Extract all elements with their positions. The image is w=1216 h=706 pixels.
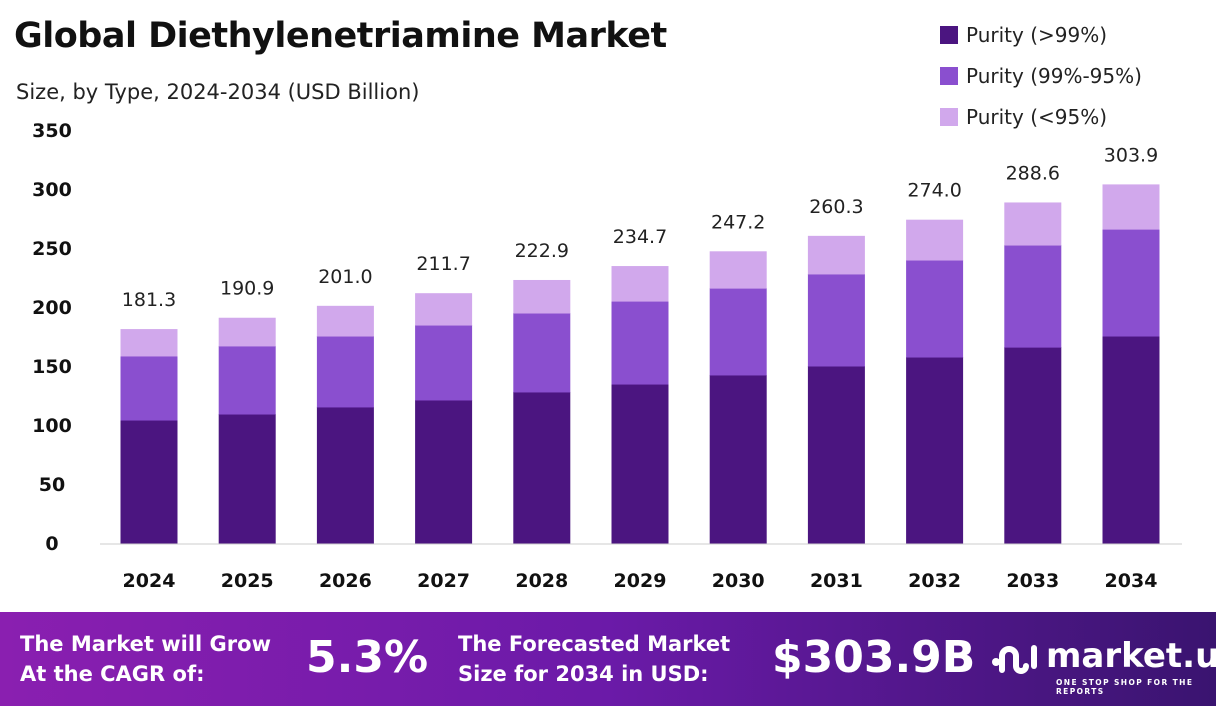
chart-subtitle: Size, by Type, 2024-2034 (USD Billion) — [16, 80, 420, 104]
x-tick-label: 2024 — [123, 570, 176, 592]
bar-segment-2 — [513, 313, 571, 393]
bar-segment-2 — [415, 325, 473, 401]
cagr-label-line1: The Market will Grow — [20, 632, 271, 656]
bar-segment-3 — [807, 235, 865, 275]
x-tick-label: 2027 — [417, 570, 470, 592]
x-tick-label: 2030 — [712, 570, 765, 592]
y-tick-label: 250 — [32, 238, 72, 260]
data-label-total: 201.0 — [318, 266, 372, 288]
bar-segment-2 — [218, 345, 276, 415]
bar-segment-1 — [415, 399, 473, 544]
bar-segment-1 — [513, 391, 571, 544]
y-tick-label: 300 — [32, 179, 72, 201]
bar-segment-3 — [1004, 202, 1062, 246]
y-tick-label: 150 — [32, 356, 72, 378]
data-label-total: 222.9 — [515, 240, 569, 262]
data-label-total: 274.0 — [907, 180, 961, 202]
data-label-total: 234.7 — [613, 226, 667, 248]
legend-label: Purity (99%-95%) — [966, 63, 1142, 88]
bar-segment-1 — [316, 406, 374, 544]
cagr-label-line2: At the CAGR of: — [20, 662, 205, 686]
cagr-label: The Market will Grow At the CAGR of: — [20, 629, 271, 689]
y-tick-label: 200 — [32, 297, 72, 319]
data-label-total: 260.3 — [809, 196, 863, 218]
bar-segment-1 — [807, 366, 865, 544]
bar-segment-2 — [611, 301, 669, 385]
bar-segment-2 — [807, 273, 865, 367]
logo-text: market.us — [1046, 636, 1216, 676]
bar-segment-2 — [120, 355, 178, 421]
bar-segment-1 — [1102, 336, 1160, 544]
x-tick-label: 2025 — [221, 570, 274, 592]
market-us-logo-icon — [992, 645, 1037, 674]
x-tick-label: 2034 — [1105, 570, 1158, 592]
bar-segment-2 — [1004, 245, 1062, 348]
bar-segment-3 — [316, 305, 374, 337]
y-tick-label: 100 — [32, 415, 72, 437]
bar-segment-3 — [1102, 184, 1160, 230]
legend: Purity (>99%) Purity (99%-95%) Purity (<95… — [940, 14, 1142, 137]
cagr-value: 5.3% — [306, 632, 429, 683]
legend-item: Purity (99%-95%) — [940, 55, 1142, 96]
bar-segment-3 — [120, 329, 178, 357]
x-tick-label: 2026 — [319, 570, 372, 592]
forecast-value: $303.9B — [772, 632, 976, 683]
bar-segment-1 — [120, 420, 178, 544]
data-label-total: 247.2 — [711, 211, 765, 233]
bar-segment-3 — [218, 317, 276, 347]
legend-label: Purity (>99%) — [966, 22, 1108, 47]
legend-swatch — [940, 66, 958, 85]
forecast-label-line1: The Forecasted Market — [458, 632, 731, 656]
bar-segment-3 — [513, 279, 571, 314]
bar-segment-1 — [1004, 347, 1062, 544]
chart-plot: 0 50 100 150 200 250 300 350 181.3 2024 190.9 2025 2… — [32, 120, 1182, 592]
data-label-total: 181.3 — [122, 289, 176, 311]
forecast-label-line2: Size for 2034 in USD: — [458, 662, 709, 686]
x-tick-label: 2029 — [614, 570, 667, 592]
bar-segment-1 — [611, 384, 669, 544]
bar-segment-2 — [709, 288, 767, 376]
legend-item: Purity (>99%) — [940, 14, 1142, 55]
forecast-label: The Forecasted Market Size for 2034 in U… — [458, 629, 730, 689]
y-tick-label: 50 — [39, 474, 65, 496]
bar-segment-1 — [218, 414, 276, 544]
chart-title: Global Diethylenetriamine Market — [14, 16, 667, 56]
legend-swatch — [940, 107, 958, 126]
bar-segment-1 — [709, 374, 767, 544]
legend-item: Purity (<95%) — [940, 96, 1142, 137]
logo-tagline: ONE STOP SHOP FOR THE REPORTS — [1056, 678, 1194, 696]
footer-banner: The Market will Grow At the CAGR of: 5.3… — [0, 612, 1216, 706]
y-tick-label: 0 — [45, 533, 58, 555]
legend-swatch — [940, 25, 958, 44]
data-label-total: 288.6 — [1006, 162, 1060, 184]
data-label-total: 190.9 — [220, 278, 274, 300]
y-tick-label: 350 — [32, 120, 72, 142]
legend-label: Purity (<95%) — [966, 104, 1108, 129]
bar-segment-2 — [906, 260, 964, 358]
bar-segment-3 — [611, 266, 669, 302]
bar-segment-1 — [906, 357, 964, 544]
x-tick-label: 2033 — [1006, 570, 1059, 592]
data-label-total: 303.9 — [1104, 144, 1158, 166]
bar-segment-2 — [316, 336, 374, 408]
bar-segment-3 — [709, 251, 767, 289]
x-tick-label: 2032 — [908, 570, 961, 592]
bar-segment-2 — [1102, 229, 1160, 337]
data-label-total: 211.7 — [416, 253, 470, 275]
bar-segment-3 — [906, 219, 964, 261]
bar-segment-3 — [415, 293, 473, 326]
x-tick-label: 2031 — [810, 570, 863, 592]
x-tick-label: 2028 — [515, 570, 568, 592]
